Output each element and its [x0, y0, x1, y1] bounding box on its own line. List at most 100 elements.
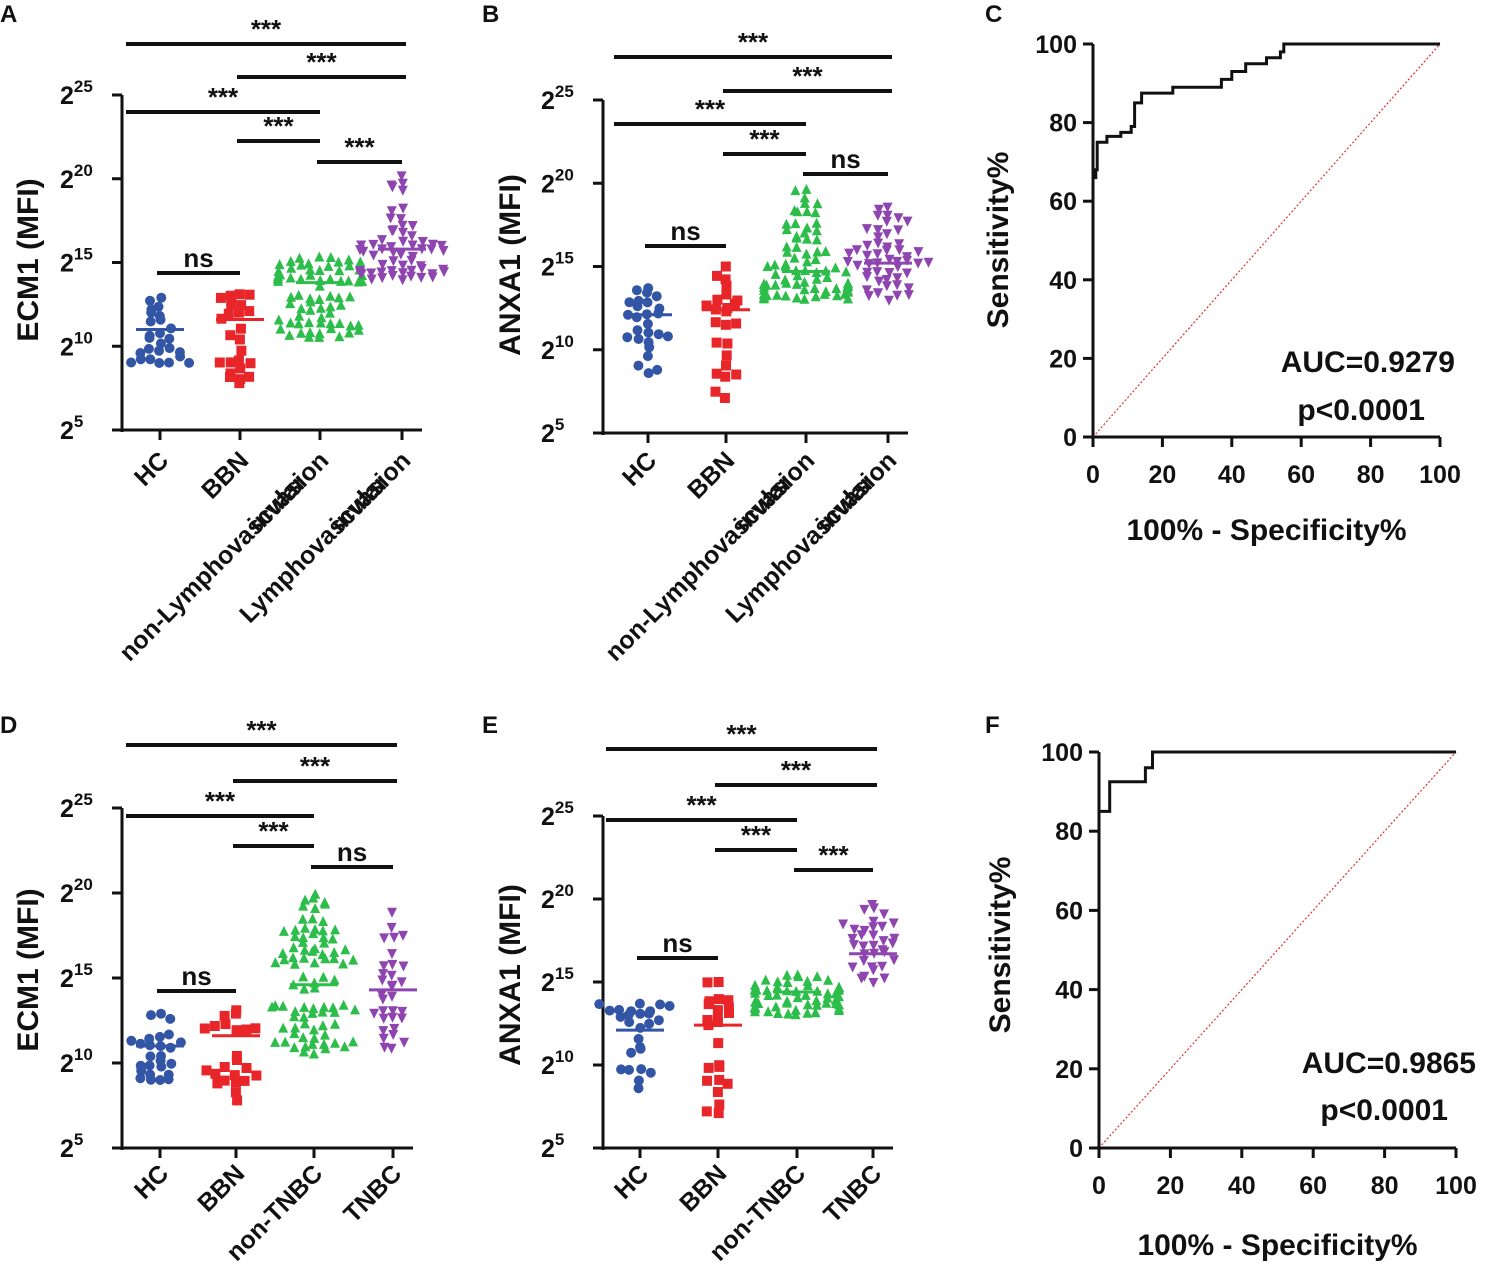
data-point	[155, 1075, 166, 1085]
data-point	[873, 238, 884, 249]
data-point	[309, 943, 320, 954]
y-tick-label: 40	[1049, 267, 1077, 295]
significance-label: ***	[205, 786, 236, 816]
y-tick-label: 225	[60, 790, 93, 823]
data-point	[888, 918, 899, 929]
significance-label: ***	[726, 719, 757, 749]
data-point	[710, 386, 721, 397]
x-category-label: HC	[129, 446, 174, 491]
data-point	[345, 320, 356, 331]
data-point	[713, 1108, 724, 1119]
data-point	[842, 257, 853, 267]
data-point	[387, 949, 397, 960]
significance-label: ***	[695, 94, 726, 124]
data-point	[212, 1078, 223, 1089]
data-point	[146, 1010, 156, 1021]
data-point	[199, 1023, 210, 1034]
data-point	[712, 270, 722, 281]
data-point	[378, 1013, 389, 1024]
data-point	[713, 977, 724, 987]
data-point	[143, 343, 154, 354]
data-point	[344, 327, 355, 338]
x-category-label: HC	[617, 446, 662, 491]
data-point	[275, 323, 286, 334]
significance-label: ***	[300, 751, 331, 781]
significance-label: ***	[818, 840, 849, 870]
data-point	[299, 952, 309, 963]
data-point	[801, 248, 812, 259]
data-point	[319, 937, 330, 948]
data-point	[296, 259, 307, 270]
data-point	[782, 977, 793, 987]
data-point	[398, 227, 408, 238]
y-tick-label: 25	[60, 1130, 83, 1163]
data-point	[308, 1024, 319, 1035]
data-point	[848, 940, 859, 951]
data-point	[355, 245, 365, 256]
data-point	[861, 224, 872, 235]
data-point	[230, 1087, 241, 1098]
data-point	[164, 343, 175, 354]
data-point	[791, 292, 802, 303]
data-point	[782, 246, 793, 257]
y-axis-title: ANXA1 (MFI)	[494, 884, 527, 1066]
data-point	[235, 323, 246, 334]
data-point	[333, 256, 344, 267]
data-point	[285, 317, 296, 328]
data-point	[230, 1077, 241, 1088]
data-point	[642, 318, 653, 329]
panel-letter: B	[482, 1, 499, 28]
data-point	[594, 999, 605, 1010]
data-point	[772, 289, 782, 300]
x-axis-title: 100% - Specificity%	[1137, 1229, 1417, 1262]
data-point	[832, 290, 843, 301]
data-point	[136, 1065, 147, 1076]
data-point	[643, 327, 654, 338]
data-point	[810, 207, 821, 218]
significance-label: ns	[662, 928, 692, 958]
data-point	[135, 1073, 146, 1084]
data-point	[289, 1011, 300, 1022]
data-point	[239, 1075, 250, 1086]
data-point	[278, 1000, 288, 1011]
y-axis-title: ECM1 (MFI)	[12, 888, 45, 1051]
data-point	[235, 363, 246, 374]
data-point	[395, 214, 406, 225]
data-point	[338, 999, 349, 1010]
data-point	[812, 246, 823, 257]
data-point	[889, 933, 900, 944]
data-point	[882, 202, 893, 213]
x-tick-label: 40	[1218, 461, 1246, 489]
y-axis-title: Sensitivity%	[984, 857, 1017, 1034]
data-point	[722, 1078, 733, 1089]
data-point	[800, 989, 811, 1000]
data-point	[320, 898, 331, 909]
x-tick-label: 100	[1435, 1172, 1477, 1200]
data-point	[721, 280, 732, 291]
data-point	[267, 1001, 277, 1012]
data-point	[644, 1018, 655, 1029]
y-tick-label: 60	[1049, 188, 1077, 216]
data-point	[894, 239, 905, 250]
data-point	[284, 329, 295, 340]
data-point	[801, 233, 812, 244]
data-point	[145, 1051, 156, 1062]
data-point	[893, 213, 904, 224]
x-tick-label: 60	[1299, 1172, 1327, 1200]
y-tick-label: 225	[541, 82, 574, 115]
data-point	[702, 1075, 713, 1086]
data-point	[378, 1006, 389, 1017]
data-point	[713, 1038, 724, 1049]
x-category-label: BBN	[674, 1159, 732, 1217]
data-point	[710, 317, 721, 328]
data-point	[714, 1074, 725, 1085]
data-point	[231, 1026, 242, 1037]
data-point	[884, 254, 895, 265]
data-point	[308, 1003, 319, 1014]
data-point	[135, 348, 146, 358]
data-point	[325, 301, 336, 312]
data-point	[298, 1046, 309, 1057]
data-point	[770, 279, 781, 290]
data-point	[145, 316, 156, 327]
data-point	[293, 318, 304, 329]
